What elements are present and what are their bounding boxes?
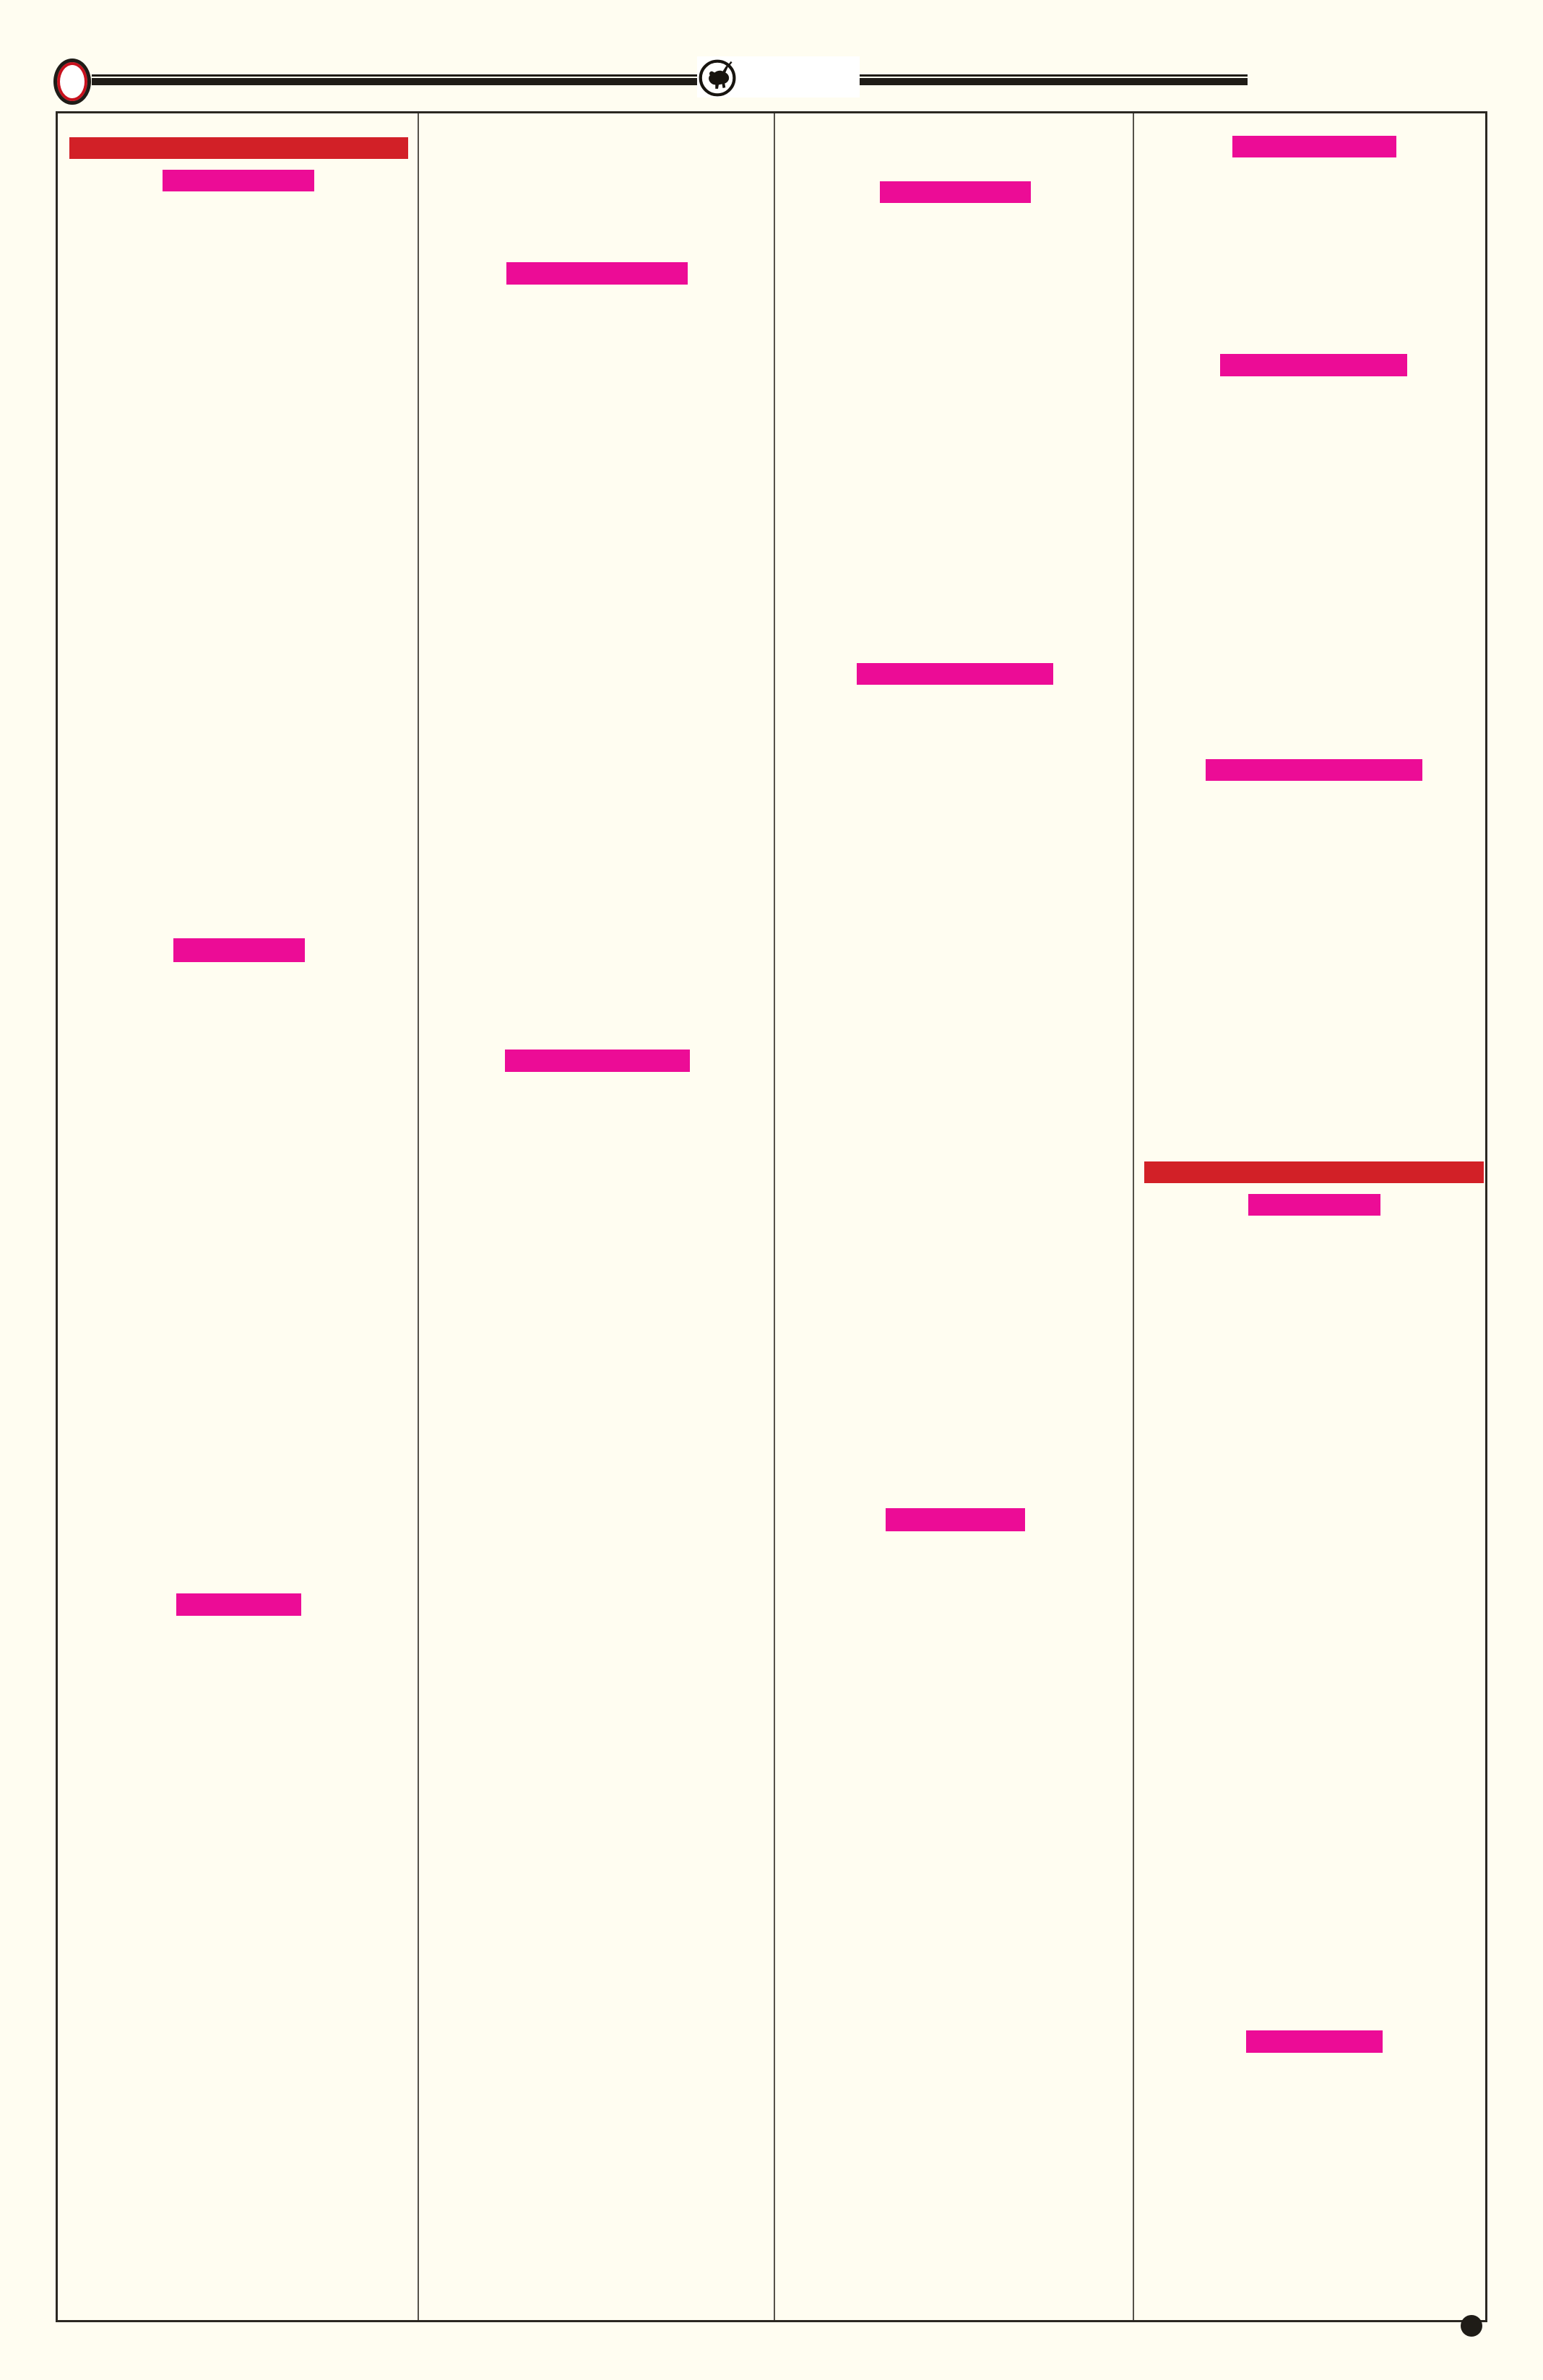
bull-emblem-icon	[699, 59, 736, 97]
content-frame	[56, 111, 1487, 2322]
kicker-bar	[1144, 1161, 1484, 1183]
kicker-bar	[69, 137, 408, 159]
headline-bar	[506, 262, 688, 285]
headline-bar	[505, 1050, 690, 1072]
masthead-rule-top	[92, 74, 1248, 77]
masthead-rule-bottom	[92, 78, 1248, 85]
headline-bar	[173, 938, 305, 962]
headline-bar	[1246, 2030, 1383, 2053]
headline-bar	[886, 1508, 1025, 1531]
headline-bar	[176, 1593, 301, 1616]
headline-bar	[1248, 1194, 1380, 1216]
headline-bar	[163, 170, 314, 191]
headline-bar	[880, 181, 1031, 203]
headline-bar	[1220, 354, 1407, 376]
page-end-dot-icon	[1461, 2315, 1482, 2337]
headline-bar	[1232, 136, 1396, 157]
ring-marker-icon	[53, 59, 91, 105]
headline-bar	[857, 663, 1053, 685]
column-divider-3	[1133, 113, 1134, 2320]
column-divider-2	[774, 113, 775, 2320]
headline-bar	[1206, 759, 1422, 781]
column-divider-1	[418, 113, 419, 2320]
